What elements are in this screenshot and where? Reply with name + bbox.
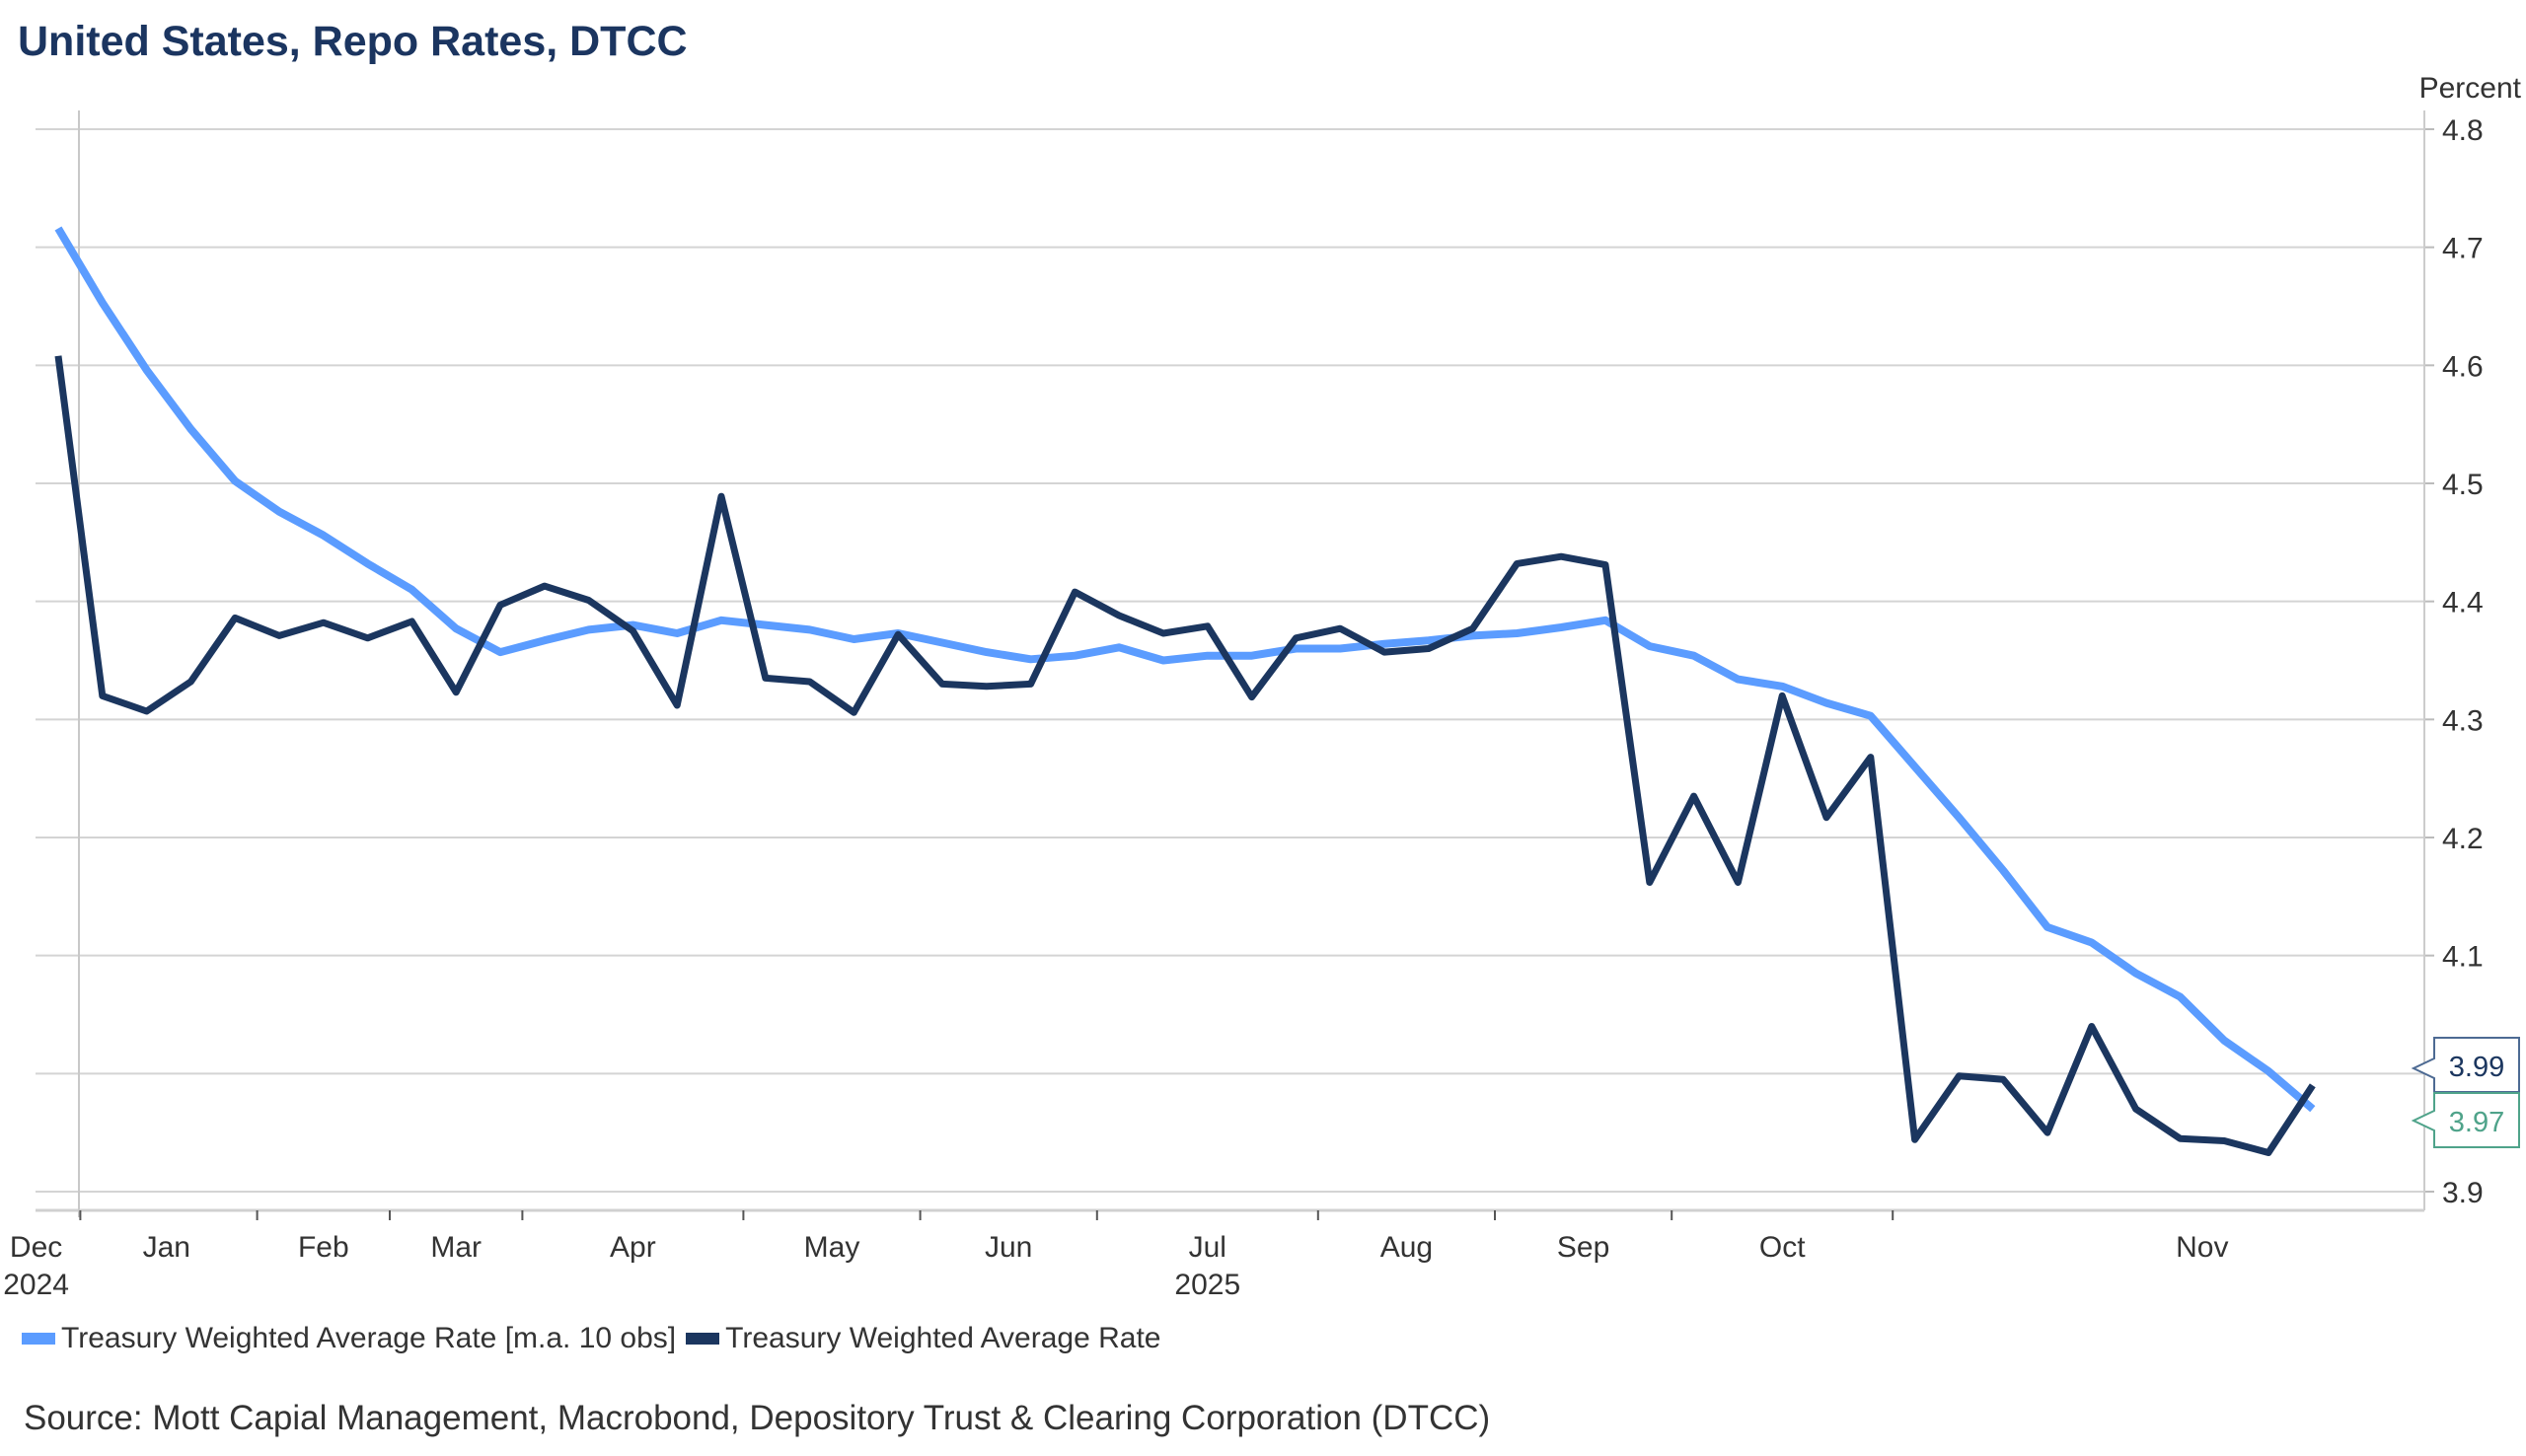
- y-axis-label: Percent: [2419, 72, 2522, 105]
- y-tick-label: 4.6: [2442, 350, 2484, 383]
- y-tick-label: 4.7: [2442, 233, 2484, 265]
- y-tick-label: 3.9: [2442, 1177, 2484, 1209]
- legend-label: Treasury Weighted Average Rate [m.a. 10 …: [61, 1322, 677, 1354]
- x-tick-label: Oct: [1759, 1231, 1806, 1264]
- last-value-label: 3.99: [2449, 1052, 2504, 1083]
- series-line-1: [54, 355, 2316, 1156]
- legend-swatch: [22, 1333, 55, 1345]
- chart-title: United States, Repo Rates, DTCC: [18, 18, 688, 65]
- y-tick-label: 4.1: [2442, 941, 2484, 974]
- last-value-callout: [2411, 1037, 2520, 1093]
- source-note: Source: Mott Capial Management, Macrobon…: [24, 1399, 1491, 1437]
- legend-swatch: [686, 1333, 720, 1345]
- legend-item-moving-average: Treasury Weighted Average Rate [m.a. 10 …: [22, 1322, 676, 1355]
- x-tick-label: Jul: [1189, 1231, 1226, 1264]
- x-tick-label: Aug: [1380, 1231, 1433, 1264]
- legend: Treasury Weighted Average Rate [m.a. 10 …: [22, 1322, 1170, 1355]
- x-tick-label: Dec: [10, 1231, 62, 1264]
- series-line-0: [54, 226, 2316, 1113]
- x-tick-label: Feb: [298, 1231, 349, 1264]
- x-year-label: 2024: [3, 1269, 69, 1301]
- y-tick-label: 4.8: [2442, 114, 2484, 147]
- x-tick-label: Mar: [430, 1231, 482, 1264]
- x-year-label: 2025: [1174, 1269, 1240, 1301]
- legend-item-rate: Treasury Weighted Average Rate: [686, 1322, 1160, 1355]
- x-tick-label: Sep: [1557, 1231, 1609, 1264]
- legend-label: Treasury Weighted Average Rate: [725, 1322, 1161, 1354]
- y-tick-label: 4.5: [2442, 469, 2484, 501]
- x-tick-label: Nov: [2176, 1231, 2228, 1264]
- last-value-label: 3.97: [2449, 1107, 2504, 1138]
- x-tick-label: May: [804, 1231, 860, 1264]
- x-tick-label: Jun: [985, 1231, 1032, 1264]
- y-tick-label: 4.4: [2442, 587, 2484, 619]
- y-tick-label: 4.2: [2442, 823, 2484, 855]
- x-tick-label: Jan: [143, 1231, 190, 1264]
- x-tick-label: Apr: [610, 1231, 656, 1264]
- y-tick-label: 4.3: [2442, 704, 2484, 737]
- last-value-callout: [2411, 1092, 2520, 1148]
